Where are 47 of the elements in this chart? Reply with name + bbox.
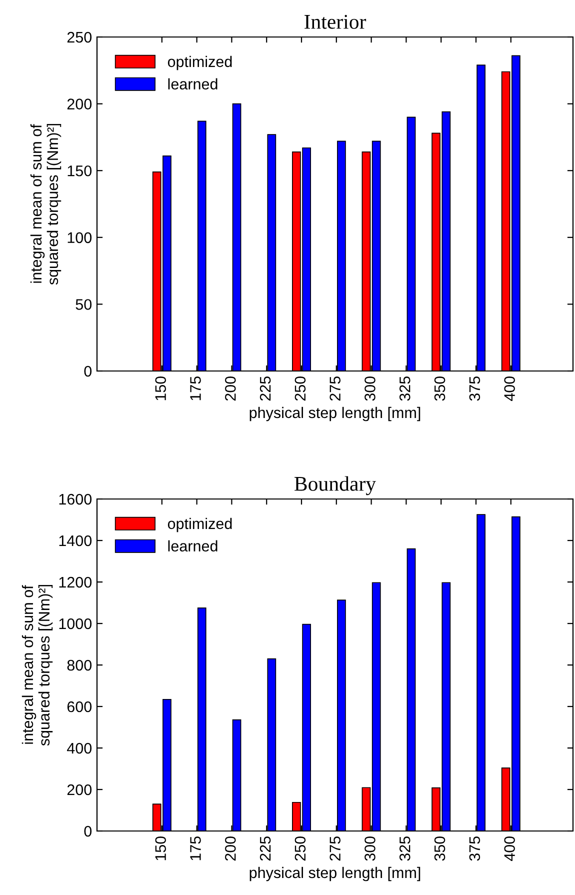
x-tick-label: 400 (504, 376, 515, 401)
x-tick-label: 225 (260, 376, 271, 401)
x-tick-label: 275 (330, 836, 340, 861)
y-tick-label: 400 (67, 742, 92, 754)
y-tick-label: 0 (84, 826, 92, 837)
x-tick-label: 400 (504, 836, 515, 861)
y-tick-label: 1000 (59, 618, 92, 630)
x-tick-label: 300 (364, 836, 376, 861)
x-tick-label: 200 (224, 836, 236, 861)
x-tick-label: 200 (224, 376, 236, 401)
x-tick-label: 325 (399, 836, 410, 861)
x-tick-label: 325 (399, 376, 410, 401)
y-axis-title: integral mean of sum of squared torques [(Nm)²] (30, 124, 62, 285)
y-axis-title: integral mean of sum of squared torques [(Nm)²] (22, 585, 53, 746)
y-tick-label: 250 (67, 32, 92, 43)
x-tick-label: 150 (155, 376, 166, 400)
y-tick-label: 100 (68, 232, 92, 244)
legend-label: optimized (168, 56, 232, 70)
x-tick-label: 350 (434, 836, 446, 861)
x-axis-title: physical step length [mm] (250, 866, 420, 882)
x-tick-label: 150 (155, 836, 166, 860)
x-tick-label: 350 (434, 376, 446, 401)
x-tick-label: 225 (260, 836, 271, 861)
x-tick-label: 250 (294, 376, 306, 401)
x-tick-label: 175 (190, 376, 201, 400)
legend-label: optimized (168, 518, 232, 532)
y-tick-label: 200 (67, 98, 92, 110)
y-tick-label: 50 (76, 299, 92, 310)
x-tick-label: 375 (469, 836, 480, 861)
y-tick-label: 200 (67, 784, 92, 796)
chart-title: Interior (304, 14, 366, 29)
x-tick-label: 375 (469, 376, 480, 401)
y-tick-label: 800 (67, 660, 92, 671)
y-tick-label: 150 (68, 165, 92, 176)
x-tick-label: 300 (364, 376, 376, 401)
legend-label: learned (168, 540, 218, 552)
x-axis-title: physical step length [mm] (250, 406, 420, 422)
legend-label: learned (168, 78, 218, 90)
y-tick-label: 1200 (59, 576, 92, 588)
x-tick-label: 175 (190, 836, 201, 860)
y-tick-label: 0 (84, 366, 92, 377)
x-tick-label: 275 (330, 376, 340, 401)
x-tick-label: 250 (294, 836, 306, 861)
y-tick-label: 600 (67, 701, 92, 712)
y-tick-label: 1400 (59, 535, 92, 546)
chart-title: Boundary (294, 476, 376, 496)
y-tick-label: 1600 (59, 494, 92, 505)
